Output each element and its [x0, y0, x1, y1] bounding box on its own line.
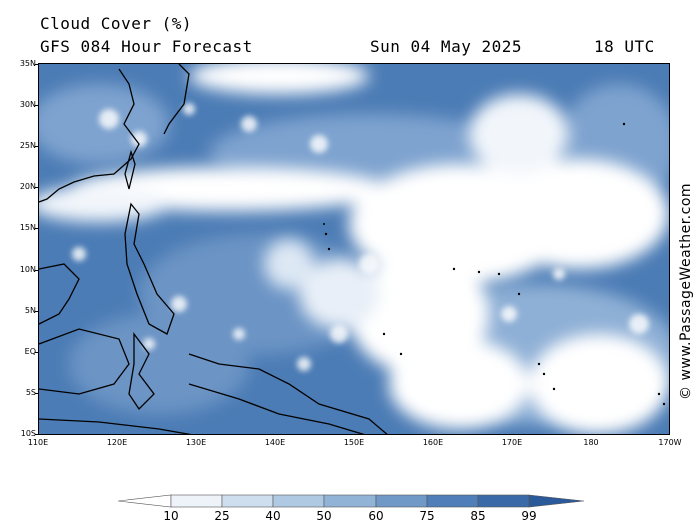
colorbar-segment — [221, 494, 274, 508]
lesser-sunda — [39, 418, 192, 434]
model-run: GFS 084 Hour Forecast — [40, 37, 253, 56]
korea-japan-coast — [163, 64, 190, 135]
colorbar-label-50: 50 — [316, 509, 332, 523]
overcast-bands — [39, 64, 669, 434]
colorbar-segment — [323, 494, 377, 508]
colorbar — [118, 494, 584, 508]
colorbar-label-75: 75 — [419, 509, 435, 523]
lat-tick — [35, 187, 38, 189]
forecast-time: 18 UTC — [594, 37, 655, 56]
lat-label-eq: EQ — [24, 346, 36, 356]
forecast-date: Sun 04 May 2025 — [370, 37, 522, 56]
lat-label-10n: 10N — [19, 264, 36, 274]
colorbar-segment — [477, 494, 530, 508]
lon-label-120e: 120E — [106, 438, 128, 447]
cloud-field — [39, 64, 669, 434]
lat-label-10s: 10S — [20, 429, 36, 438]
colorbar-label-60: 60 — [368, 509, 384, 523]
colorbar-label-25: 25 — [214, 509, 230, 523]
lon-label-160e: 160E — [422, 438, 444, 447]
lat-tick — [35, 105, 38, 107]
colorbar-segment — [170, 494, 223, 508]
lat-label-5n: 5N — [24, 305, 36, 315]
taiwan — [124, 149, 136, 190]
china-coast — [39, 68, 140, 203]
lat-tick — [35, 434, 38, 435]
colorbar-segment — [272, 494, 325, 508]
lat-label-5s: 5S — [25, 387, 36, 397]
lat-tick — [35, 228, 38, 230]
lat-label-35n: 35N — [19, 59, 36, 68]
colorbar-segment — [426, 494, 479, 508]
lat-tick — [35, 64, 38, 65]
cloud-cover-map — [38, 63, 670, 435]
lon-label-180: 180 — [583, 438, 599, 447]
indochina-coast — [39, 263, 80, 325]
sulawesi — [128, 332, 155, 411]
colorbar-segment — [118, 494, 172, 508]
lon-label-170w: 170W — [658, 438, 682, 447]
lon-label-130e: 130E — [185, 438, 207, 447]
colorbar-label-10: 10 — [163, 509, 179, 523]
colorbar-segment — [528, 494, 584, 508]
lat-tick — [35, 310, 38, 312]
map-title: Cloud Cover (%) — [40, 14, 192, 33]
philippines — [124, 202, 175, 335]
lat-tick — [35, 146, 38, 148]
new-guinea-south — [188, 383, 365, 434]
lat-label-30n: 30N — [19, 100, 36, 110]
lat-tick — [35, 269, 38, 271]
colorbar-label-99: 99 — [521, 509, 537, 523]
lat-tick — [35, 351, 38, 353]
colorbar-label-85: 85 — [470, 509, 486, 523]
colorbar-label-40: 40 — [265, 509, 281, 523]
lat-label-15n: 15N — [19, 223, 36, 233]
lon-label-150e: 150E — [343, 438, 365, 447]
lon-label-110e: 110E — [27, 438, 49, 447]
lon-label-140e: 140E — [264, 438, 286, 447]
scattered-cells — [72, 103, 649, 371]
borneo — [39, 328, 130, 395]
lat-label-20n: 20N — [19, 182, 36, 192]
lon-label-170e: 170E — [501, 438, 523, 447]
site-credit: © www.PassageWeather.com — [678, 182, 694, 400]
colorbar-segment — [375, 494, 428, 508]
coastlines — [39, 64, 388, 434]
pacific-islands — [323, 122, 666, 406]
lat-label-25n: 25N — [19, 141, 36, 151]
lat-tick — [35, 392, 38, 394]
new-guinea-north — [188, 353, 388, 434]
